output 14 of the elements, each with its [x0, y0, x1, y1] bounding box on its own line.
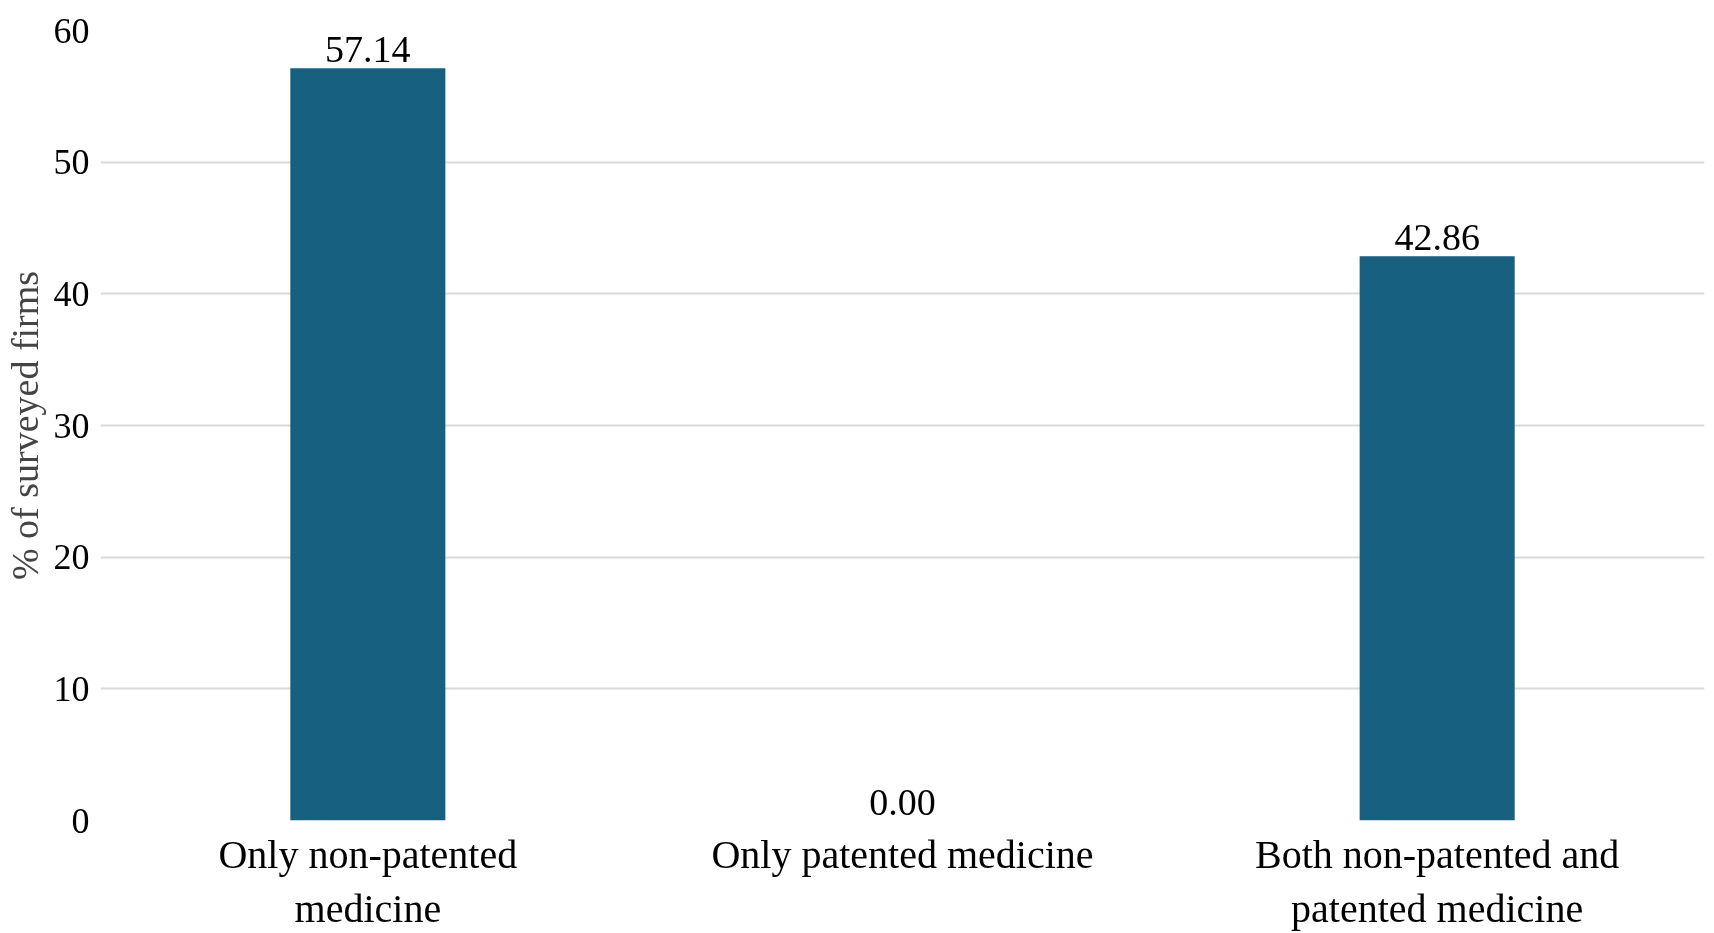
- data-label: 57.14: [325, 28, 411, 71]
- y-tick-label: 10: [53, 668, 90, 709]
- data-label: 42.86: [1394, 216, 1480, 259]
- data-label: 0.00: [869, 780, 936, 823]
- x-tick-label: Both non-patented and patented medicine: [1254, 831, 1620, 931]
- y-tick-label: 0: [71, 800, 90, 841]
- x-tick-label: Only non-patented medicine: [218, 831, 518, 931]
- y-tick-label: 30: [53, 405, 90, 446]
- y-axis-title: % of surveyed firms: [3, 270, 46, 581]
- y-tick-label: 40: [53, 273, 90, 314]
- x-tick-label: Only patented medicine: [711, 831, 1094, 877]
- y-tick-label: 20: [53, 537, 90, 578]
- y-tick-label: 50: [53, 142, 90, 183]
- y-tick-label: 60: [53, 10, 90, 51]
